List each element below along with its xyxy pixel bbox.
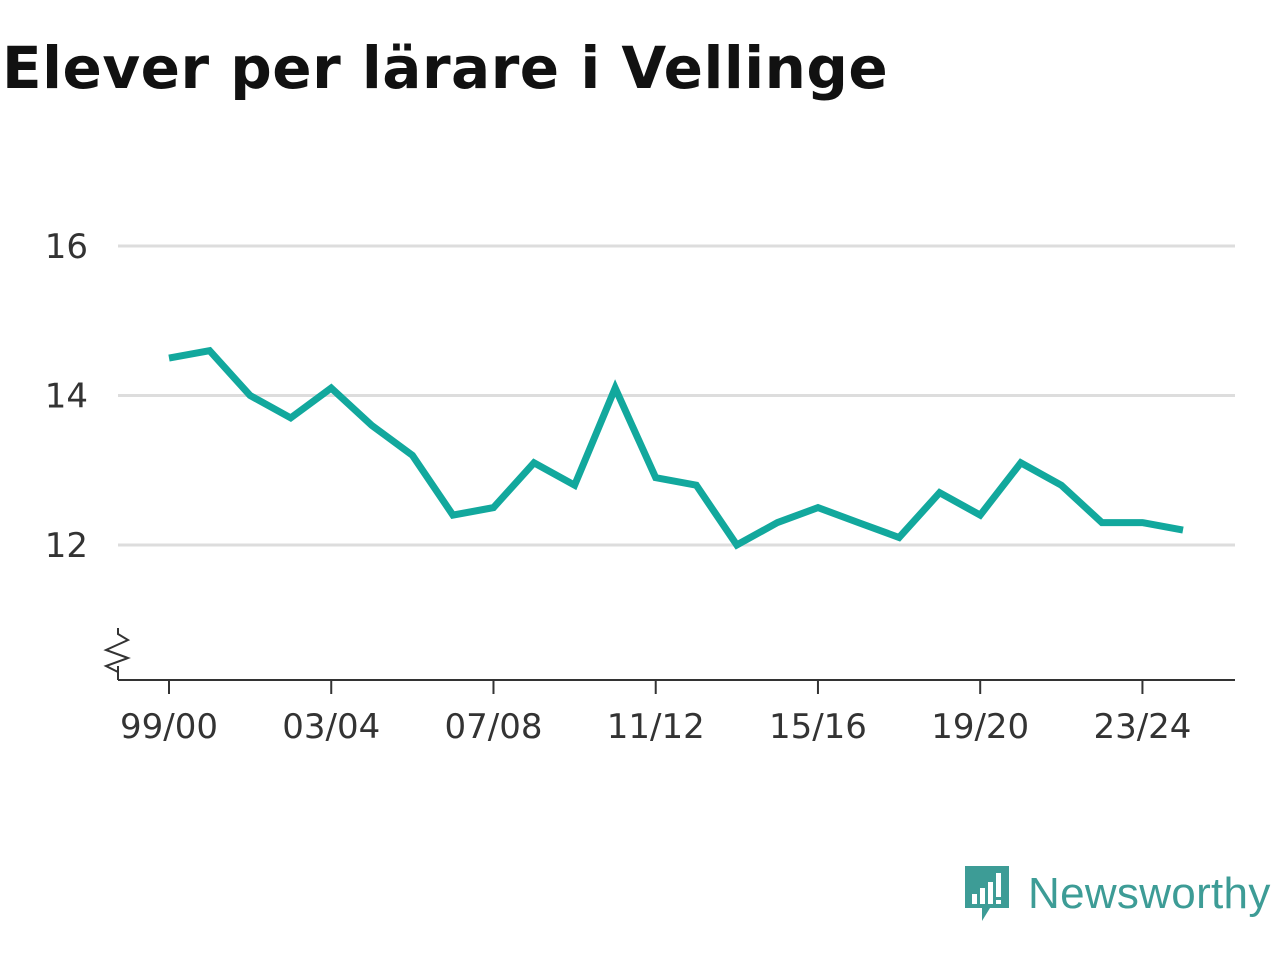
chart-title: Elever per lärare i Vellinge: [2, 34, 889, 102]
newsworthy-logo-icon: [965, 866, 1009, 921]
y-tick-label: 12: [45, 526, 88, 566]
series-layer: [168, 346, 1184, 550]
y-axis-ticks: 12 14 16: [45, 227, 88, 566]
x-axis-ticks: 99/00 03/04 07/08 11/12 15/16 19/20 23/24: [120, 680, 1191, 747]
brand-name: Newsworthy: [1028, 869, 1271, 918]
x-tick-label: 15/16: [769, 707, 867, 747]
axis-break-marker: [103, 628, 131, 673]
axes: [103, 628, 1235, 681]
x-tick-label: 99/00: [120, 707, 218, 747]
x-tick-label: 19/20: [931, 707, 1029, 747]
series-line: [168, 346, 1184, 550]
x-tick-label: 07/08: [444, 707, 542, 747]
y-tick-label: 14: [45, 377, 88, 417]
y-tick-label: 16: [45, 227, 88, 267]
gridlines: [118, 244, 1235, 547]
x-tick-label: 03/04: [282, 707, 380, 747]
x-tick-label: 11/12: [607, 707, 705, 747]
x-tick-label: 23/24: [1093, 707, 1191, 747]
brand-logo: Newsworthy: [962, 864, 1271, 924]
